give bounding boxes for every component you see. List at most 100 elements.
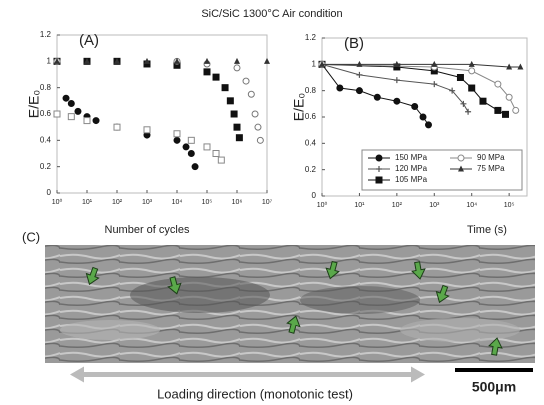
x-tick-label: 10⁴ (466, 202, 477, 209)
x-tick-label: 10⁷ (262, 199, 273, 206)
point (374, 94, 380, 100)
point (174, 137, 180, 143)
x-tick-label: 10² (112, 199, 123, 206)
legend-label: 105 MPa (395, 175, 428, 184)
scale-bar-label: 500μm (472, 379, 516, 395)
point (227, 98, 233, 104)
point (394, 98, 400, 104)
legend-label: 120 MPa (395, 164, 428, 173)
point (183, 144, 189, 150)
x-tick-label: 10⁴ (172, 199, 183, 206)
point (495, 81, 501, 87)
legend-label: 150 MPa (395, 153, 428, 162)
y-tick-label: 0.8 (305, 86, 317, 95)
legend-label: 75 MPa (477, 164, 505, 173)
point (204, 144, 210, 150)
point (425, 122, 431, 128)
y-tick-label: 0 (47, 188, 52, 197)
x-tick-label: 10² (392, 202, 403, 209)
y-tick-label: 0.8 (40, 83, 52, 92)
y-tick-label: 0 (312, 191, 317, 200)
point (54, 111, 60, 117)
point (93, 118, 99, 124)
y-tick-label: 1 (312, 59, 317, 68)
point (469, 85, 475, 91)
point (431, 81, 437, 87)
point (356, 72, 362, 78)
panel-label: (B) (344, 35, 364, 52)
point (204, 58, 210, 64)
point (503, 111, 509, 117)
point (257, 137, 263, 143)
scale-bar (455, 368, 533, 372)
x-axis-label: Time (s) (467, 224, 507, 236)
x-axis-label: Number of cycles (105, 224, 190, 236)
point (213, 151, 219, 157)
point (192, 164, 198, 170)
x-tick-label: 10¹ (354, 202, 365, 209)
point (243, 78, 249, 84)
y-tick-label: 0.6 (305, 112, 317, 121)
y-tick-label: 0.6 (40, 109, 52, 118)
x-tick-label: 10⁵ (504, 202, 515, 209)
point (84, 118, 90, 124)
y-tick-label: 1.2 (305, 33, 317, 42)
point (420, 114, 426, 120)
x-tick-label: 10⁶ (232, 199, 243, 206)
point (188, 151, 194, 157)
point (264, 58, 270, 64)
point (465, 109, 471, 115)
point (394, 77, 400, 83)
point (480, 98, 486, 104)
loading-arrow (70, 367, 425, 383)
point (412, 103, 418, 109)
point (469, 68, 475, 74)
y-tick-label: 0.2 (305, 165, 317, 174)
x-tick-label: 10³ (429, 202, 440, 209)
point (236, 135, 242, 141)
y-tick-label: 0.2 (40, 162, 52, 171)
point (234, 124, 240, 130)
point (337, 85, 343, 91)
point (144, 127, 150, 133)
x-tick-label: 10⁰ (52, 198, 63, 206)
point (506, 94, 512, 100)
point (234, 65, 240, 71)
x-tick-label: 10¹ (82, 199, 93, 206)
y-tick-label: 0.4 (40, 135, 52, 144)
series-line (322, 64, 468, 111)
panel-label: (A) (79, 32, 99, 49)
point (248, 91, 254, 97)
point (114, 124, 120, 130)
legend-marker (376, 155, 382, 161)
y-tick-label: 0.4 (305, 138, 317, 147)
point (213, 74, 219, 80)
legend-marker (458, 155, 464, 161)
point (222, 85, 228, 91)
figure-title: SiC/SiC 1300°C Air condition (201, 8, 342, 20)
figure: SiC/SiC 1300°C Air condition (C) Loading… (0, 0, 544, 405)
point (255, 124, 261, 130)
y-tick-label: 1.2 (40, 30, 52, 39)
y-tick-label: 1 (47, 56, 52, 65)
x-tick-label: 10⁰ (317, 201, 328, 209)
point (252, 111, 258, 117)
point (457, 75, 463, 81)
point (495, 107, 501, 113)
point (188, 137, 194, 143)
point (204, 69, 210, 75)
x-tick-label: 10⁵ (202, 199, 213, 206)
caption: Loading direction (monotonic test) (157, 386, 353, 401)
legend-marker (376, 177, 382, 183)
point (63, 95, 69, 101)
point (75, 108, 81, 114)
point (234, 58, 240, 64)
point (513, 107, 519, 113)
panel-label: (C) (22, 229, 40, 244)
point (218, 157, 224, 163)
x-tick-label: 10³ (142, 199, 153, 206)
micrograph (45, 245, 535, 363)
point (174, 131, 180, 137)
point (231, 111, 237, 117)
